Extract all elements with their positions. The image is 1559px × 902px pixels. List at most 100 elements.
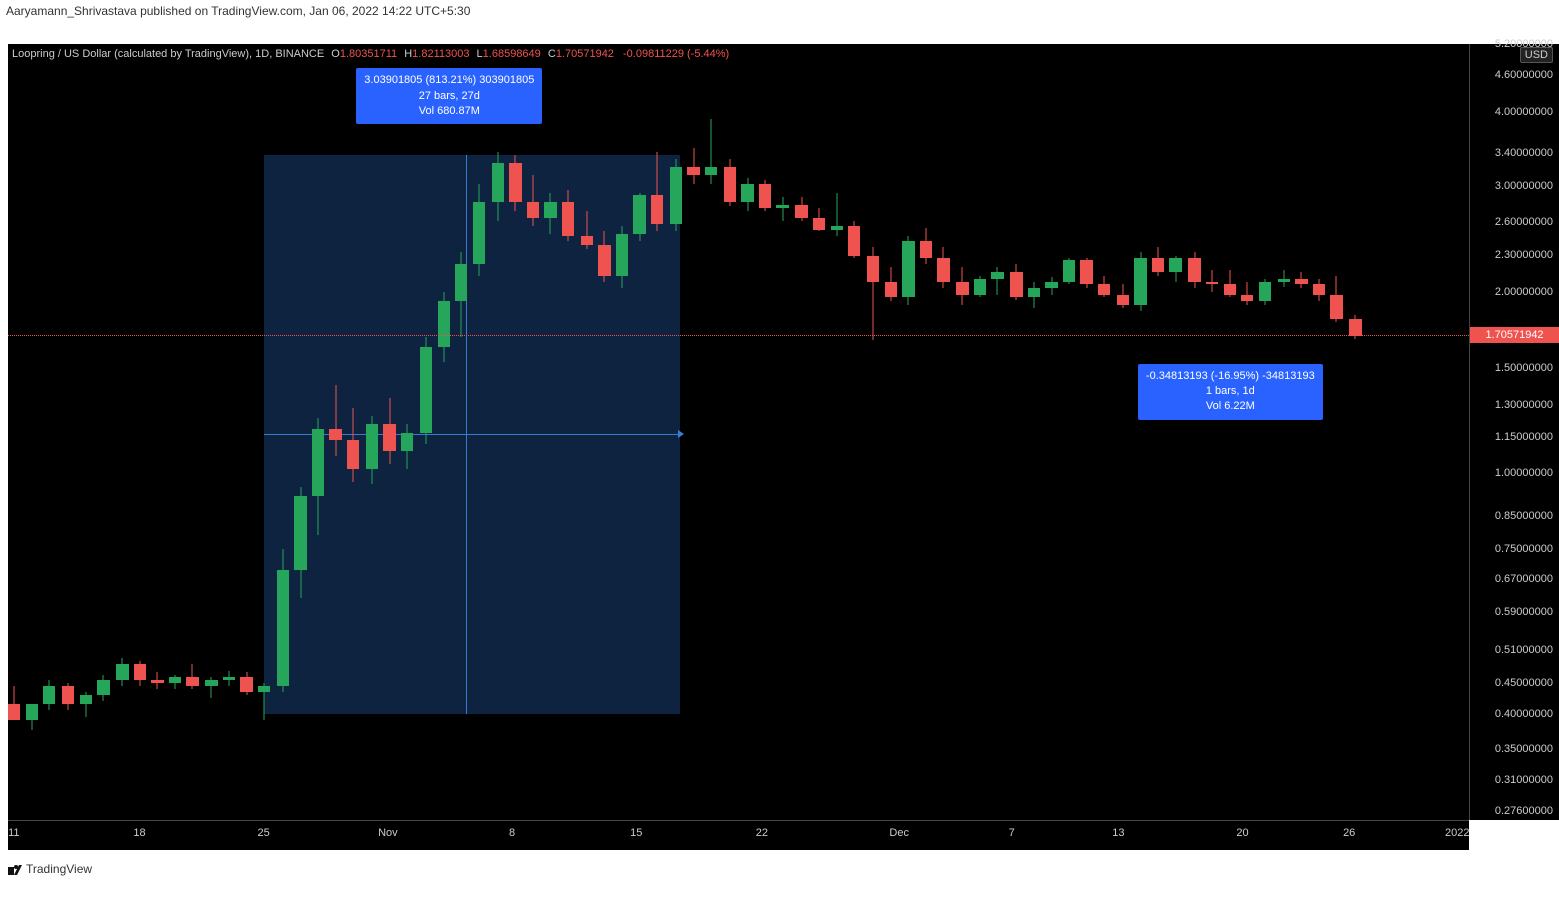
x-tick: 11 [8,827,19,839]
candle[interactable] [633,193,645,242]
candle[interactable] [205,677,217,698]
y-tick: 0.27600000 [1495,805,1553,817]
candle[interactable] [920,228,932,264]
candle[interactable] [581,211,593,249]
candle[interactable] [347,408,359,482]
y-tick: 2.00000000 [1495,286,1553,298]
candle[interactable] [598,231,610,282]
x-tick: 8 [509,827,515,839]
candle[interactable] [1098,276,1110,298]
candle[interactable] [937,247,949,288]
candle[interactable] [991,267,1003,294]
candle[interactable] [974,276,986,298]
candle[interactable] [1224,270,1236,298]
candle[interactable] [1169,256,1181,282]
candle[interactable] [1188,252,1200,288]
candle[interactable] [8,686,20,720]
candle[interactable] [258,683,270,720]
candle[interactable] [670,159,682,231]
candle[interactable] [848,221,860,258]
candle[interactable] [26,704,38,730]
candle[interactable] [1152,247,1164,276]
measure-tooltip-up: 3.03901805 (813.21%) 30390180527 bars, 2… [356,68,542,124]
candle[interactable] [455,252,467,337]
candle[interactable] [116,658,128,686]
candle[interactable] [562,190,574,241]
candle[interactable] [687,148,699,184]
candle[interactable] [616,226,628,288]
candle[interactable] [438,292,450,361]
candle[interactable] [277,549,289,692]
candle[interactable] [329,385,341,457]
candle[interactable] [759,180,771,211]
candle[interactable] [1241,282,1253,306]
candle[interactable] [80,692,92,717]
candle[interactable] [151,672,163,689]
y-tick: 3.40000000 [1495,147,1553,159]
x-tick: 20 [1236,827,1248,839]
candle[interactable] [1028,282,1040,308]
candle[interactable] [134,661,146,686]
candle[interactable] [1080,258,1092,288]
y-tick: 2.60000000 [1495,216,1553,228]
candle[interactable] [902,236,914,305]
candle[interactable] [1330,276,1342,323]
candle[interactable] [1134,252,1146,311]
publish-header: Aaryamann_Shrivastava published on Tradi… [0,0,1559,22]
candle[interactable] [831,193,843,236]
candle[interactable] [1010,264,1022,300]
x-axis[interactable]: 111825Nov81522Dec7132026202210 [8,820,1469,850]
chart-area[interactable]: Loopring / US Dollar (calculated by Trad… [8,44,1469,820]
y-tick: 0.85000000 [1495,510,1553,522]
ohlc-low: 1.68598649 [483,48,541,60]
candle[interactable] [492,152,504,221]
candle[interactable] [651,152,663,231]
candle[interactable] [1045,277,1057,295]
candle[interactable] [1295,272,1307,288]
candle[interactable] [527,175,539,225]
y-tick: 0.75000000 [1495,543,1553,555]
candle[interactable] [867,247,879,341]
candle[interactable] [724,159,736,206]
candle[interactable] [956,267,968,305]
candle[interactable] [795,197,807,221]
candle[interactable] [223,671,235,686]
candle[interactable] [776,197,788,221]
candle[interactable] [1063,258,1075,284]
candle[interactable] [473,184,485,276]
candle[interactable] [366,416,378,485]
y-tick: 1.50000000 [1495,362,1553,374]
y-tick: 5.20000000 [1495,38,1553,50]
candle[interactable] [240,672,252,695]
candle[interactable] [741,178,753,211]
arrow-right-icon [678,430,684,438]
candle[interactable] [509,155,521,211]
ohlc-close: 1.70571942 [556,48,614,60]
y-tick: 3.00000000 [1495,180,1553,192]
candle[interactable] [401,424,413,468]
candle[interactable] [186,664,198,689]
candle[interactable] [1117,284,1129,308]
candle[interactable] [383,398,395,464]
ohlc-high: 1.82113003 [412,48,469,60]
y-tick: 0.67000000 [1495,573,1553,585]
candle[interactable] [1278,270,1290,287]
candle[interactable] [97,675,109,701]
y-tick: 0.35000000 [1495,743,1553,755]
candle[interactable] [312,418,324,535]
candle[interactable] [813,208,825,231]
candle[interactable] [169,675,181,689]
candle[interactable] [1206,270,1218,292]
candle[interactable] [294,487,306,598]
candle[interactable] [420,337,432,444]
candle[interactable] [1313,279,1325,301]
candle[interactable] [62,683,74,710]
candle[interactable] [43,680,55,710]
candle[interactable] [705,119,717,183]
y-axis[interactable]: USD 5.200000004.600000004.000000003.4000… [1469,44,1559,820]
candle[interactable] [544,193,556,234]
x-tick: 22 [756,827,768,839]
x-tick: 7 [1009,827,1015,839]
candle[interactable] [885,267,897,301]
candle[interactable] [1259,279,1271,305]
